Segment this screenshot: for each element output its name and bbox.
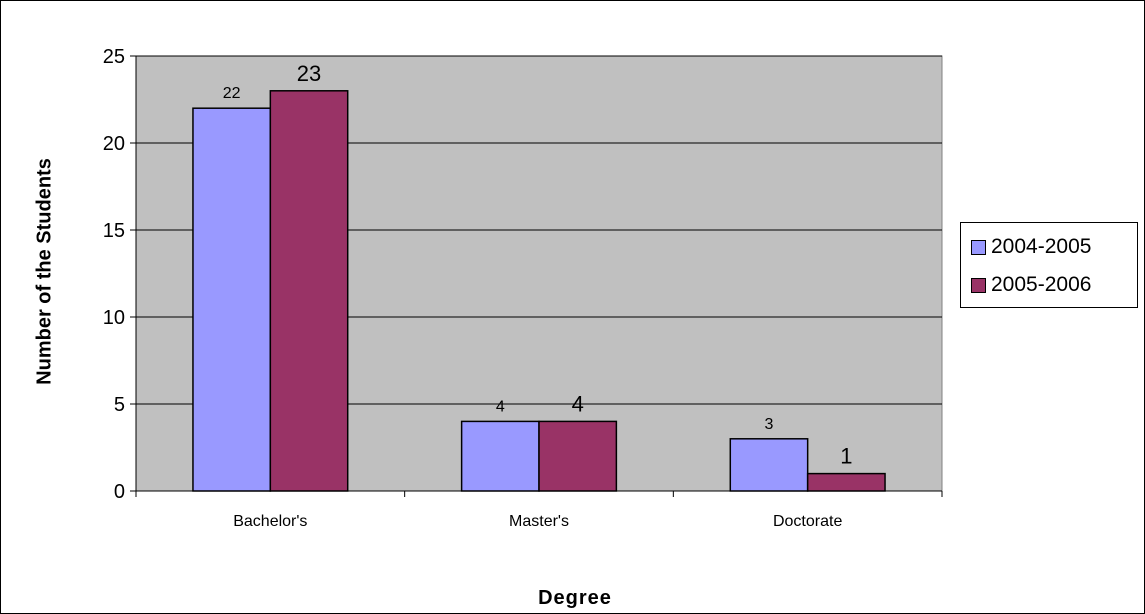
bar-1 [460,420,540,492]
data-label: 3 [765,416,774,433]
x-tick-label: Master's [509,513,569,530]
y-tick-label: 15 [103,220,125,242]
data-label: 4 [496,398,505,415]
y-tick-label: 10 [103,307,125,329]
legend-item-series-1: 2004-2005 [971,235,1091,259]
bar-2 [538,420,618,492]
bar-2 [806,472,886,492]
bar-2 [269,90,349,492]
y-tick-label: 25 [103,46,125,68]
x-tick-labels: Bachelor's Master's Doctorate [233,513,842,530]
legend-label-series-2: 2005-2006 [991,273,1092,296]
bar-1 [729,438,809,492]
y-axis-title: Number of the Students [33,158,56,385]
legend-swatch-series-1 [971,239,986,255]
data-labels: 22 23 4 4 3 1 [223,61,853,469]
legend-label-series-1: 2004-2005 [991,235,1092,258]
bars [192,90,886,492]
legend-item-series-2: 2005-2006 [971,273,1091,297]
legend-swatch-series-2 [971,277,986,293]
y-tick-label: 20 [103,133,125,155]
y-tick-label: 5 [114,394,125,416]
data-label: 23 [297,61,321,86]
x-tick-label: Doctorate [773,513,842,530]
data-label: 1 [840,444,852,469]
data-label: 22 [223,85,241,102]
bar-1 [192,107,272,492]
x-tick-label: Bachelor's [233,513,307,530]
y-tick-labels: 0 5 10 15 20 25 [103,46,125,503]
axes [130,55,943,497]
y-tick-label: 0 [114,481,125,503]
x-axis-title: Degree [538,587,612,609]
data-label: 4 [572,391,584,416]
legend: 2004-2005 2005-2006 [960,222,1138,308]
